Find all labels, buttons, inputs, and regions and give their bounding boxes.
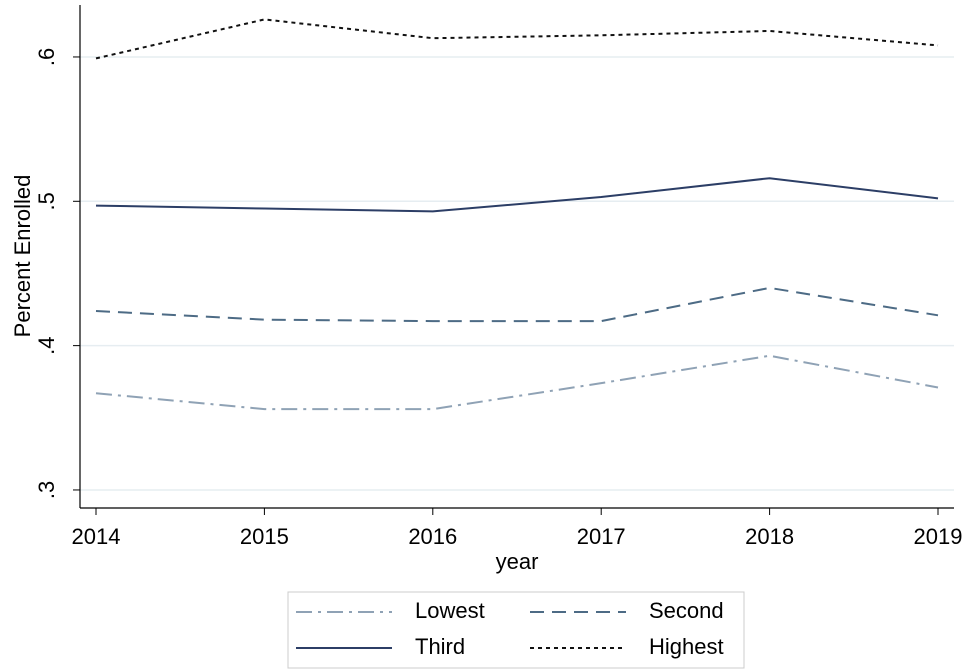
x-tick-label: 2018 [745,524,794,549]
x-tick-label: 2014 [72,524,121,549]
series-line [95,177,939,213]
x-axis-label: year [496,549,539,574]
x-tick-label: 2016 [408,524,457,549]
series-line [95,18,939,60]
y-tick-label: .3 [34,481,59,499]
legend-label: Lowest [415,598,485,623]
x-tick-label: 2019 [914,524,963,549]
legend-label: Second [649,598,724,623]
y-tick-label: .6 [34,48,59,66]
legend-label: Highest [649,634,724,659]
y-axis-label: Percent Enrolled [10,175,35,338]
legend-box [287,591,745,669]
x-tick-label: 2015 [240,524,289,549]
y-tick-label: .5 [34,192,59,210]
series-line [95,354,939,411]
y-tick-label: .4 [34,336,59,354]
legend-label: Third [415,634,465,659]
series-line [95,286,939,323]
x-tick-label: 2017 [577,524,626,549]
